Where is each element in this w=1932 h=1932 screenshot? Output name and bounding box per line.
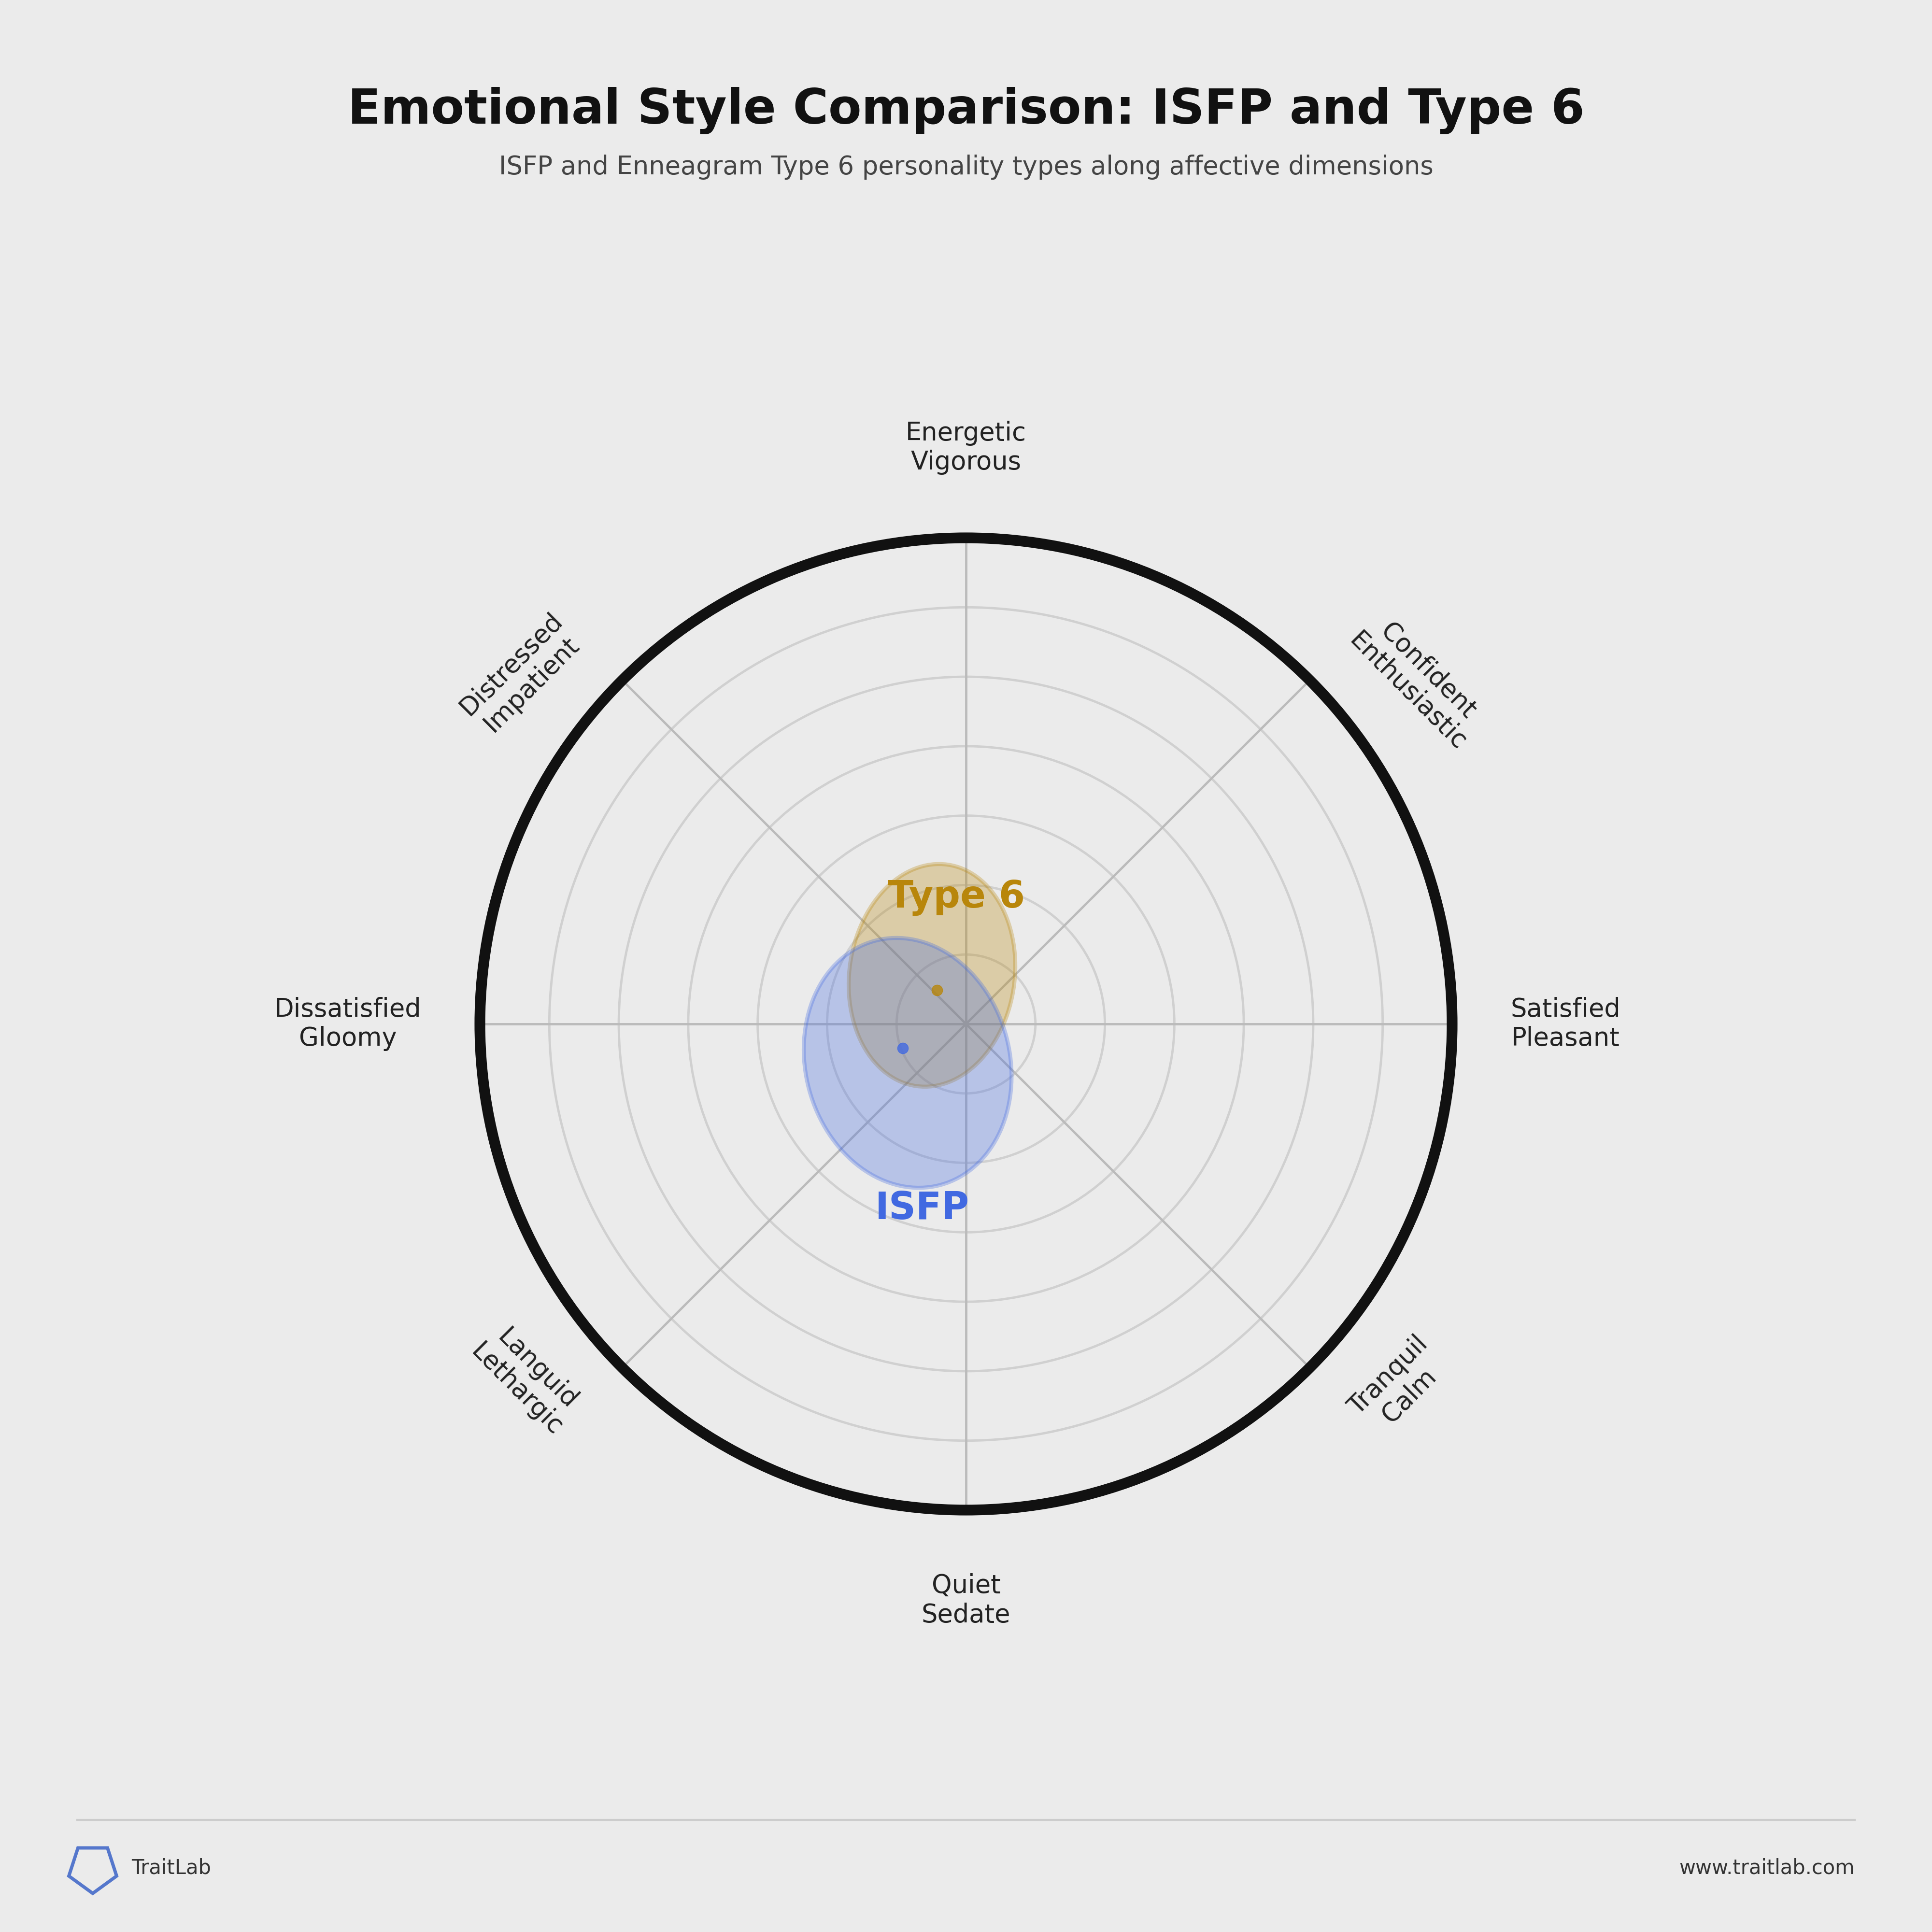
Text: TraitLab: TraitLab [131, 1859, 211, 1878]
Text: Tranquil
Calm: Tranquil Calm [1345, 1331, 1453, 1441]
Text: Distressed
Impatient: Distressed Impatient [454, 607, 587, 740]
Ellipse shape [848, 864, 1016, 1086]
Ellipse shape [804, 937, 1012, 1188]
Text: ISFP and Enneagram Type 6 personality types along affective dimensions: ISFP and Enneagram Type 6 personality ty… [498, 155, 1434, 180]
Text: Confident
Enthusiastic: Confident Enthusiastic [1345, 607, 1492, 755]
Text: Type 6: Type 6 [887, 879, 1024, 916]
Text: ISFP: ISFP [875, 1190, 970, 1227]
Text: Languid
Lethargic: Languid Lethargic [466, 1318, 587, 1441]
Text: Satisfied
Pleasant: Satisfied Pleasant [1511, 997, 1621, 1051]
Text: Energetic
Vigorous: Energetic Vigorous [906, 421, 1026, 475]
Text: Quiet
Sedate: Quiet Sedate [922, 1573, 1010, 1627]
Text: www.traitlab.com: www.traitlab.com [1679, 1859, 1855, 1878]
Text: Dissatisfied
Gloomy: Dissatisfied Gloomy [274, 997, 421, 1051]
Text: Emotional Style Comparison: ISFP and Type 6: Emotional Style Comparison: ISFP and Typ… [348, 87, 1584, 135]
